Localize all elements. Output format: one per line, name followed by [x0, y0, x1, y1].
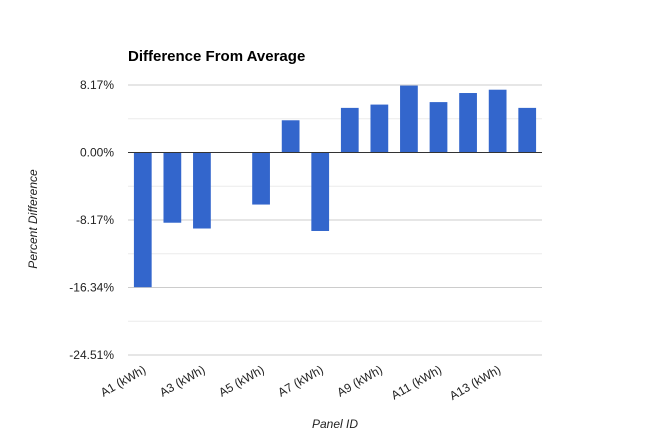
- y-tick-label: -8.17%: [76, 213, 114, 227]
- bar-a2: [163, 152, 182, 223]
- bar-a5: [252, 152, 270, 205]
- x-tick-label: A11 (kWh): [389, 362, 444, 402]
- y-axis-title: Percent Difference: [26, 169, 40, 269]
- bar-a9: [370, 104, 389, 153]
- bar-a3: [193, 152, 211, 229]
- bar-a6: [281, 120, 300, 153]
- bar-a7: [311, 152, 330, 231]
- bar-a14: [518, 107, 537, 153]
- bar-a8: [340, 107, 359, 153]
- bars: [133, 85, 537, 288]
- bar-a13: [488, 89, 507, 153]
- x-axis-ticks: A1 (kWh) A3 (kWh) A5 (kWh) A7 (kWh) A9 (kWh)…: [98, 362, 503, 402]
- chart-title: Difference From Average: [128, 48, 305, 65]
- y-tick-label: -16.34%: [69, 281, 114, 295]
- bar-a11: [429, 102, 448, 153]
- bar-a10: [400, 85, 418, 153]
- gridlines: [128, 84, 542, 356]
- y-tick-label: 0.00%: [80, 146, 114, 160]
- x-tick-label: A9 (kWh): [335, 362, 385, 399]
- x-tick-label: A13 (kWh): [447, 362, 503, 402]
- y-tick-label: -24.51%: [69, 348, 114, 362]
- x-axis-title: Panel ID: [312, 417, 358, 431]
- bar-a12: [459, 93, 477, 153]
- x-tick-label: A1 (kWh): [98, 362, 148, 399]
- y-tick-label: 8.17%: [80, 78, 114, 92]
- x-tick-label: A3 (kWh): [157, 362, 207, 399]
- x-tick-label: A7 (kWh): [275, 362, 325, 399]
- y-axis-ticks: 8.17% 0.00% -8.17% -16.34% -24.51%: [69, 78, 114, 362]
- bar-a1: [133, 152, 152, 288]
- x-tick-label: A5 (kWh): [216, 362, 266, 399]
